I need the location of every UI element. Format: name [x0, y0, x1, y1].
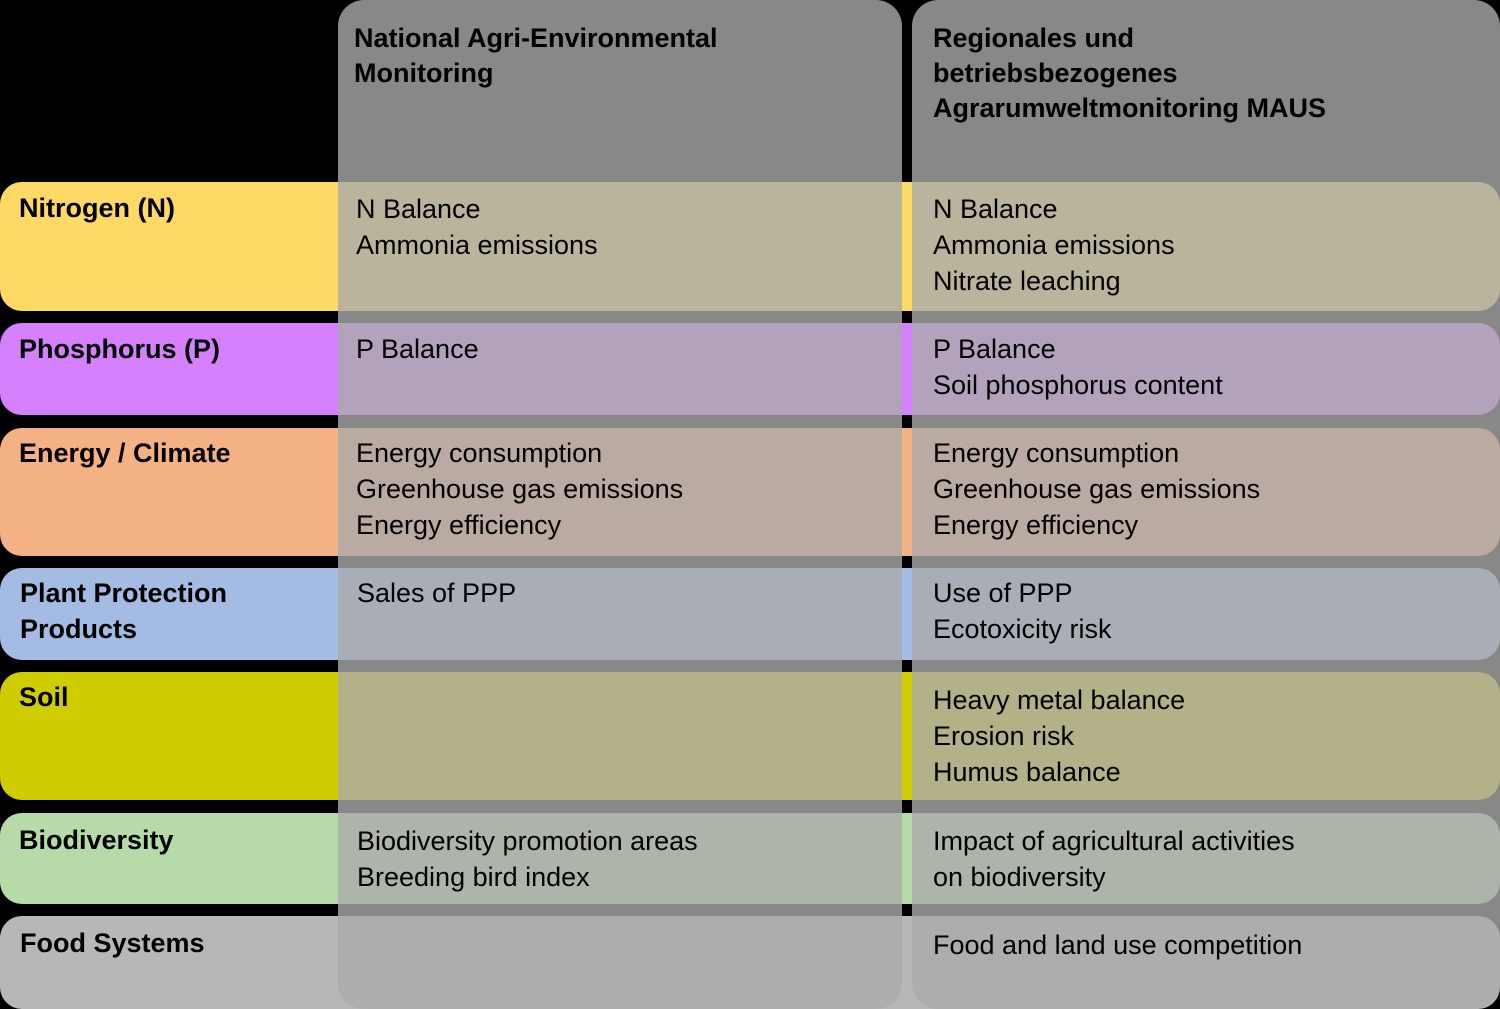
column-header-line: Agrarumweltmonitoring MAUS — [933, 93, 1327, 123]
row-label-ppp: Plant Protection Products — [20, 575, 227, 647]
indicator: Greenhouse gas emissions — [933, 474, 1261, 504]
indicator: Breeding bird index — [357, 862, 590, 892]
cell-maus-biodiversity: Impact of agricultural activities on bio… — [933, 823, 1295, 895]
cell-maus-phosphorus: P Balance Soil phosphorus content — [933, 331, 1223, 403]
column-header-line: National Agri-Environmental — [354, 23, 718, 53]
indicator: Ecotoxicity risk — [933, 614, 1112, 644]
indicator: Food and land use competition — [933, 930, 1303, 960]
indicator: Nitrate leaching — [933, 266, 1121, 296]
row-label-food: Food Systems — [20, 928, 205, 958]
row-label-line: Products — [20, 614, 138, 644]
cell-national-phosphorus: P Balance — [356, 331, 479, 367]
indicator: Ammonia emissions — [933, 230, 1175, 260]
column-header-line: Monitoring — [354, 58, 494, 88]
cell-maus-food: Food and land use competition — [933, 927, 1302, 963]
cell-maus-nitrogen: N Balance Ammonia emissions Nitrate leac… — [933, 191, 1175, 299]
row-label-energy: Energy / Climate — [19, 438, 231, 468]
cell-maus-soil: Heavy metal balance Erosion risk Humus b… — [933, 682, 1185, 790]
cell-maus-ppp: Use of PPP Ecotoxicity risk — [933, 575, 1112, 647]
column-header-line: Regionales und — [933, 23, 1135, 53]
column-header-line: betriebsbezogenes — [933, 58, 1178, 88]
row-label-nitrogen: Nitrogen (N) — [19, 193, 175, 223]
indicator: on biodiversity — [933, 862, 1106, 892]
indicator: Heavy metal balance — [933, 685, 1186, 715]
indicator: P Balance — [933, 334, 1056, 364]
indicator: Biodiversity promotion areas — [357, 826, 698, 856]
indicator: Energy consumption — [933, 438, 1180, 468]
row-label-phosphorus: Phosphorus (P) — [19, 334, 220, 364]
indicator: Ammonia emissions — [356, 230, 598, 260]
indicator: N Balance — [356, 194, 481, 224]
indicator: Use of PPP — [933, 578, 1073, 608]
column-maus — [912, 0, 1500, 1009]
indicator: Energy efficiency — [933, 510, 1139, 540]
cell-national-nitrogen: N Balance Ammonia emissions — [356, 191, 598, 263]
indicator: Erosion risk — [933, 721, 1075, 751]
column-national — [338, 0, 902, 1009]
cell-maus-energy: Energy consumption Greenhouse gas emissi… — [933, 435, 1260, 543]
indicator: Humus balance — [933, 757, 1121, 787]
cell-national-ppp: Sales of PPP — [357, 575, 516, 611]
indicator: Sales of PPP — [357, 578, 517, 608]
column-header-maus: Regionales und betriebsbezogenes Agrarum… — [933, 21, 1326, 126]
indicator: Energy consumption — [356, 438, 603, 468]
cell-national-biodiversity: Biodiversity promotion areas Breeding bi… — [357, 823, 698, 895]
cell-national-energy: Energy consumption Greenhouse gas emissi… — [356, 435, 683, 543]
row-label-biodiversity: Biodiversity — [19, 825, 174, 855]
indicator: Impact of agricultural activities — [933, 826, 1295, 856]
row-label-line: Plant Protection — [20, 578, 228, 608]
indicator: Energy efficiency — [356, 510, 562, 540]
indicator: Greenhouse gas emissions — [356, 474, 684, 504]
column-header-national: National Agri-Environmental Monitoring — [354, 21, 718, 91]
indicator: N Balance — [933, 194, 1058, 224]
indicator: P Balance — [356, 334, 479, 364]
row-label-soil: Soil — [19, 682, 69, 712]
indicator: Soil phosphorus content — [933, 370, 1223, 400]
